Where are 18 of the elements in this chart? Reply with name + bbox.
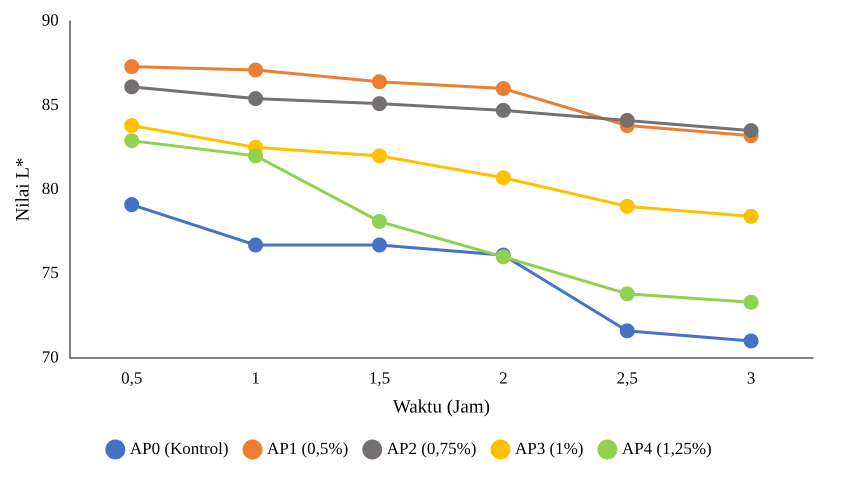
legend-label: AP3 (1%)	[514, 438, 584, 458]
legend-label: AP2 (0,75%)	[386, 438, 476, 458]
y-tick-label: 75	[42, 263, 59, 282]
y-tick-label: 90	[42, 10, 59, 30]
x-tick-label: 1,5	[368, 368, 390, 388]
legend-label: AP1 (0,5%)	[267, 438, 348, 458]
legend-label: AP0 (Kontrol)	[130, 438, 229, 458]
legend-label: AP4 (1,25%)	[622, 438, 712, 458]
y-tick-label: 80	[42, 178, 59, 198]
y-axis-title: Nilai L*	[12, 158, 34, 222]
x-tick-label: 2	[499, 368, 508, 388]
x-tick-label: 2,5	[616, 368, 638, 388]
y-tick-label: 85	[42, 94, 59, 114]
y-tick-label: 70	[42, 347, 59, 366]
x-tick-label: 1	[251, 368, 260, 388]
x-axis-title: Waktu (Jam)	[392, 396, 490, 418]
x-tick-label: 0,5	[121, 368, 142, 388]
x-tick-label: 3	[746, 368, 756, 388]
